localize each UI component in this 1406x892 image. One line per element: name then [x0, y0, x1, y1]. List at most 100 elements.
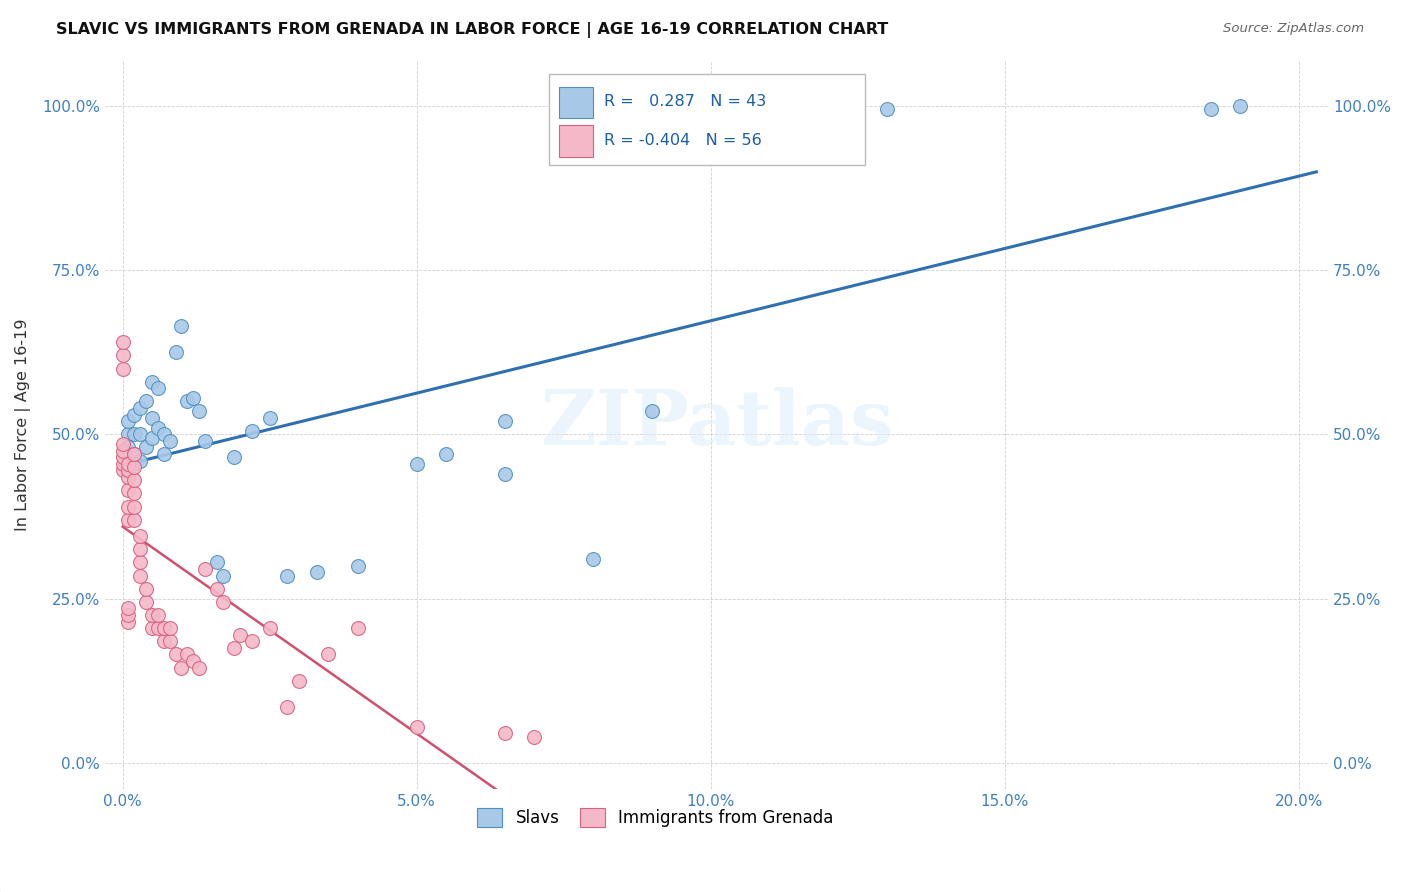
Point: [176, 394, 198, 409]
Point: [117, 427, 139, 442]
Point: [124, 447, 146, 461]
Point: [117, 463, 139, 477]
Point: [135, 441, 157, 455]
Point: [170, 660, 193, 674]
Point: [159, 634, 181, 648]
Point: [111, 335, 134, 350]
Point: [240, 634, 263, 648]
Point: [205, 582, 228, 596]
Point: [111, 348, 134, 362]
Point: [141, 375, 163, 389]
Point: [124, 460, 146, 475]
Point: [181, 391, 204, 405]
Point: [117, 615, 139, 629]
FancyBboxPatch shape: [558, 125, 593, 157]
Point: [124, 447, 146, 461]
Point: [1199, 102, 1222, 116]
Text: SLAVIC VS IMMIGRANTS FROM GRENADA IN LABOR FORCE | AGE 16-19 CORRELATION CHART: SLAVIC VS IMMIGRANTS FROM GRENADA IN LAB…: [56, 22, 889, 38]
Point: [405, 720, 427, 734]
Legend: Slavs, Immigrants from Grenada: Slavs, Immigrants from Grenada: [470, 800, 842, 836]
Point: [211, 568, 233, 582]
Point: [159, 621, 181, 635]
Point: [146, 381, 169, 395]
Point: [111, 437, 134, 451]
Point: [146, 607, 169, 622]
Point: [188, 660, 211, 674]
Point: [494, 467, 516, 481]
Point: [111, 450, 134, 465]
Point: [259, 621, 281, 635]
FancyBboxPatch shape: [548, 74, 865, 165]
Text: R = -0.404   N = 56: R = -0.404 N = 56: [605, 133, 762, 148]
Point: [124, 500, 146, 514]
Point: [582, 552, 605, 566]
Point: [152, 447, 174, 461]
Point: [117, 470, 139, 484]
Point: [240, 424, 263, 438]
Point: [152, 427, 174, 442]
Point: [288, 673, 311, 688]
Point: [523, 730, 546, 744]
Text: R =   0.287   N = 43: R = 0.287 N = 43: [605, 95, 766, 110]
FancyBboxPatch shape: [558, 87, 593, 118]
Point: [276, 700, 298, 714]
Point: [129, 568, 152, 582]
Point: [111, 361, 134, 376]
Point: [194, 434, 217, 448]
Y-axis label: In Labor Force | Age 16-19: In Labor Force | Age 16-19: [15, 318, 31, 531]
Point: [170, 318, 193, 333]
Point: [129, 453, 152, 467]
Point: [641, 404, 664, 418]
Point: [276, 568, 298, 582]
Point: [205, 556, 228, 570]
Point: [176, 648, 198, 662]
Point: [124, 513, 146, 527]
Point: [124, 457, 146, 471]
Point: [224, 450, 246, 465]
Point: [152, 634, 174, 648]
Point: [124, 473, 146, 487]
Point: [876, 102, 898, 116]
Point: [141, 410, 163, 425]
Point: [117, 601, 139, 615]
Text: ZIPatlas: ZIPatlas: [540, 387, 893, 461]
Point: [117, 607, 139, 622]
Point: [129, 542, 152, 557]
Point: [152, 621, 174, 635]
Point: [1229, 98, 1251, 112]
Point: [259, 410, 281, 425]
Point: [141, 621, 163, 635]
Point: [434, 447, 457, 461]
Point: [146, 420, 169, 434]
Point: [494, 414, 516, 428]
Point: [305, 566, 328, 580]
Point: [141, 607, 163, 622]
Point: [129, 556, 152, 570]
Point: [159, 434, 181, 448]
Point: [111, 457, 134, 471]
Point: [141, 431, 163, 445]
Point: [135, 595, 157, 609]
Point: [117, 457, 139, 471]
Point: [211, 595, 233, 609]
Point: [124, 408, 146, 422]
Point: [405, 457, 427, 471]
Point: [165, 648, 187, 662]
Point: [117, 500, 139, 514]
Point: [129, 427, 152, 442]
Point: [117, 483, 139, 497]
Point: [347, 621, 370, 635]
Point: [117, 441, 139, 455]
Point: [129, 529, 152, 543]
Point: [111, 443, 134, 458]
Point: [124, 427, 146, 442]
Point: [117, 414, 139, 428]
Point: [124, 486, 146, 500]
Point: [117, 513, 139, 527]
Point: [135, 582, 157, 596]
Point: [347, 558, 370, 573]
Point: [188, 404, 211, 418]
Point: [165, 345, 187, 359]
Point: [181, 654, 204, 668]
Point: [111, 463, 134, 477]
